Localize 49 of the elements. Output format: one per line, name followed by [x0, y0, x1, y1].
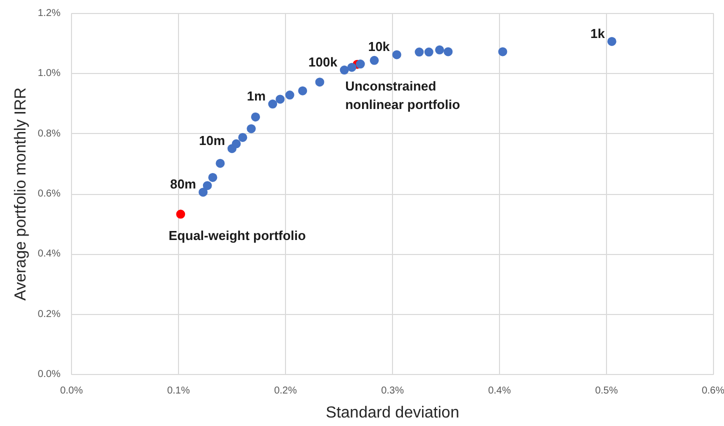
point: [251, 112, 260, 122]
point: [202, 181, 212, 190]
point: [444, 47, 453, 56]
point: [276, 94, 285, 104]
x-tick-label: 0.5%: [595, 386, 618, 396]
annotation: 80m: [170, 176, 196, 192]
point: [414, 48, 424, 56]
x-tick-label: 0.1%: [167, 386, 190, 396]
y-tick-label: 1.0%: [38, 68, 61, 80]
annotation: 1m: [246, 88, 266, 104]
x-tick-label: 0.2%: [274, 386, 298, 396]
point: [315, 78, 324, 87]
point: [268, 100, 278, 109]
point: [232, 139, 241, 148]
annotation: Equal-weight portfolio: [168, 228, 306, 244]
point: [424, 48, 434, 56]
point: [208, 172, 218, 182]
annotation: 10k: [368, 39, 391, 54]
point: [356, 60, 365, 69]
y-tick-label: 1.2%: [38, 8, 61, 19]
point: [340, 66, 349, 75]
point: [498, 47, 508, 56]
point: [298, 86, 308, 96]
x-axis-title: Standard deviation: [326, 404, 460, 422]
annotation: 10m: [198, 133, 226, 148]
point: [347, 62, 356, 72]
point: [176, 210, 186, 219]
point: [246, 124, 256, 134]
annotation: 100k: [308, 54, 338, 70]
y-tick-label: 0.4%: [38, 248, 61, 260]
x-tick-label: 0.0%: [60, 386, 84, 396]
annotation: Unconstrained nonlinear portfolio: [345, 78, 460, 112]
y-tick-label: 0.0%: [38, 369, 61, 380]
point: [198, 188, 208, 197]
point: [238, 132, 248, 142]
y-tick-label: 0.6%: [38, 188, 61, 200]
y-tick-label: 0.2%: [38, 308, 61, 320]
point: [607, 36, 616, 46]
x-tick-label: 0.3%: [381, 386, 404, 396]
y-axis-title: Average portfolio monthly IRR: [12, 87, 30, 301]
x-tick-label: 0.4%: [488, 386, 512, 396]
point: [285, 90, 294, 100]
point: [435, 45, 444, 54]
x-tick-label: 0.6%: [702, 386, 724, 396]
y-tick-label: 0.8%: [38, 128, 61, 140]
point: [370, 56, 379, 65]
annotation: 1k: [590, 26, 606, 41]
point: [216, 158, 225, 168]
point: [392, 50, 402, 60]
